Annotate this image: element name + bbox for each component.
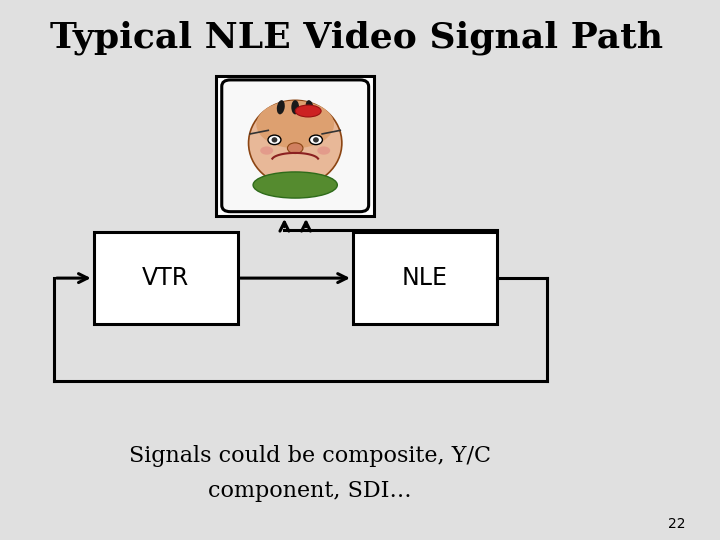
Ellipse shape (318, 146, 330, 155)
Text: Signals could be composite, Y/C: Signals could be composite, Y/C (129, 446, 490, 467)
Ellipse shape (295, 105, 321, 117)
Ellipse shape (271, 137, 277, 143)
Text: NLE: NLE (402, 266, 448, 290)
Ellipse shape (292, 100, 299, 114)
Bar (216, 76, 374, 216)
Text: component, SDI…: component, SDI… (208, 481, 411, 502)
FancyBboxPatch shape (222, 80, 369, 212)
Text: 22: 22 (668, 517, 685, 531)
Ellipse shape (248, 100, 342, 186)
Text: VTR: VTR (142, 266, 189, 290)
Ellipse shape (313, 137, 319, 143)
Ellipse shape (260, 146, 273, 155)
Bar (353, 232, 497, 324)
Ellipse shape (253, 172, 338, 198)
Ellipse shape (305, 100, 314, 114)
Text: Typical NLE Video Signal Path: Typical NLE Video Signal Path (50, 21, 664, 55)
Ellipse shape (268, 135, 281, 145)
Ellipse shape (310, 135, 323, 145)
Ellipse shape (287, 143, 303, 153)
Ellipse shape (256, 100, 334, 148)
Ellipse shape (276, 100, 285, 114)
Bar (94, 232, 238, 324)
